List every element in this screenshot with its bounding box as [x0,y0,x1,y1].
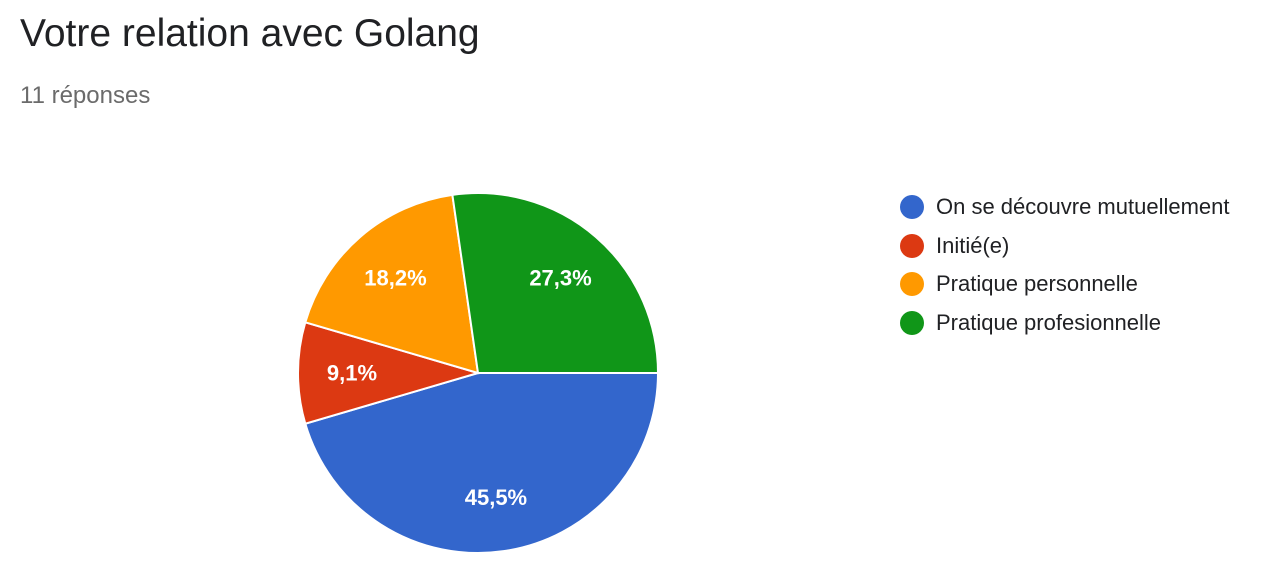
legend-label: Pratique personnelle [936,271,1138,297]
legend-label: Initié(e) [936,232,1010,258]
chart-title: Votre relation avec Golang [20,12,480,55]
response-count: 11 réponses [20,82,151,109]
pie-slice[interactable] [451,192,660,374]
legend-swatch [900,233,924,258]
legend-item[interactable]: Pratique profesionnelle [900,304,1270,343]
slice-label: 18,2% [364,265,426,290]
legend-item[interactable]: On se découvre mutuellement [900,188,1270,227]
legend-swatch [900,310,924,335]
legend-label: On se découvre mutuellement [936,194,1230,220]
pie-slice[interactable] [304,372,660,554]
legend-label: Pratique profesionnelle [936,309,1162,335]
legend-item[interactable]: Initié(e) [900,227,1270,266]
slice-label: 45,5% [465,485,527,510]
legend-item[interactable]: Pratique personnelle [900,265,1270,304]
pie-slice[interactable] [304,193,480,375]
pie-slice[interactable] [297,321,482,425]
legend-swatch [900,195,924,220]
slice-label: 27,3% [529,265,591,290]
legend: On se découvre mutuellement Initié(e) Pr… [900,188,1270,342]
legend-swatch [900,272,924,297]
slice-label: 9,1% [327,361,377,386]
